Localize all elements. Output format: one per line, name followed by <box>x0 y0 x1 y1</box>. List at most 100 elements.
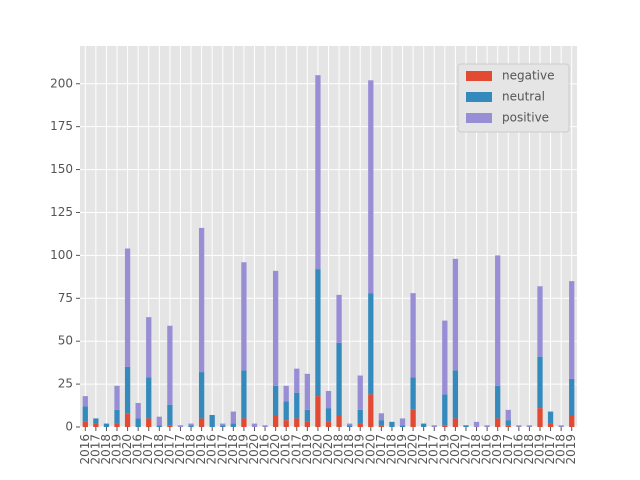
x-tick-label: 2018 <box>99 434 113 465</box>
bar-segment <box>93 423 99 427</box>
x-tick-label: 2017 <box>427 434 441 465</box>
bar-segment <box>209 414 215 427</box>
bar-segment <box>103 423 110 427</box>
bar-segment <box>188 425 194 427</box>
x-tick-label: 2019 <box>110 434 124 465</box>
bar-segment <box>558 425 564 427</box>
legend-swatch <box>466 71 492 81</box>
x-tick-label: 2019 <box>437 434 451 465</box>
x-tick-label: 2017 <box>88 434 102 465</box>
x-tick-label: 2016 <box>258 434 272 465</box>
bar-segment <box>537 286 543 357</box>
bar-segment <box>368 293 374 395</box>
bar-segment <box>495 418 501 427</box>
bar-segment <box>336 294 342 343</box>
y-tick-label: 0 <box>65 420 73 434</box>
bar-segment <box>198 418 205 427</box>
bar-segment <box>431 425 437 427</box>
bar-segment <box>124 248 131 367</box>
y-tick-label: 50 <box>58 334 73 348</box>
bar-segment <box>315 269 321 397</box>
bar-segment <box>135 418 141 427</box>
bar-segment <box>336 342 342 415</box>
bar-segment <box>569 281 575 379</box>
bar-segment <box>315 396 321 427</box>
bar-segment <box>473 421 480 427</box>
bar-segment <box>93 418 99 424</box>
x-tick-label: 2020 <box>321 434 335 465</box>
bar-segment <box>262 425 268 427</box>
bar-segment <box>484 425 490 427</box>
bar-segment <box>124 366 131 414</box>
bar-segment <box>272 385 279 415</box>
bar-segment <box>537 356 543 409</box>
bar-segment <box>167 325 173 405</box>
x-tick-label: 2018 <box>332 434 346 465</box>
bar-segment <box>146 317 152 378</box>
x-tick-label: 2017 <box>215 434 229 465</box>
bar-segment <box>516 425 522 427</box>
x-tick-label: 2019 <box>236 434 250 465</box>
bar-segment <box>368 394 374 427</box>
bar-segment <box>452 370 459 419</box>
bar-segment <box>283 401 289 421</box>
bar-segment <box>220 425 226 427</box>
bar-segment <box>124 413 131 427</box>
bar-segment <box>198 372 205 419</box>
x-tick-label: 2018 <box>226 434 240 465</box>
bar-segment <box>220 423 226 426</box>
bar-segment <box>167 425 173 427</box>
bar-segment <box>410 409 416 427</box>
bar-segment <box>569 414 575 427</box>
bar-segment <box>442 425 448 427</box>
bar-segment <box>378 413 385 421</box>
y-tick-label: 150 <box>50 162 73 176</box>
bar-segment <box>452 258 459 371</box>
bar-segment <box>114 423 120 427</box>
bar-segment <box>198 227 205 373</box>
x-tick-label: 2018 <box>184 434 198 465</box>
bar-segment <box>569 378 575 415</box>
bar-segment <box>294 418 300 427</box>
bar-segment <box>283 420 289 427</box>
bar-segment <box>399 418 406 426</box>
bar-segment <box>82 421 88 427</box>
bar-segment <box>304 373 310 410</box>
bar-segment <box>156 416 162 426</box>
bar-segment <box>547 411 554 424</box>
bar-segment <box>251 423 258 427</box>
bar-segment <box>188 423 194 426</box>
x-tick-label: 2020 <box>247 434 261 465</box>
x-tick-label: 2017 <box>458 434 472 465</box>
bar-segment <box>526 425 533 427</box>
bar-segment <box>410 377 416 410</box>
x-tick-label: 2017 <box>416 434 430 465</box>
bar-segment <box>167 404 173 426</box>
x-tick-label: 2016 <box>205 434 219 465</box>
bar-segment <box>505 409 511 421</box>
bar-segment <box>146 418 152 427</box>
bar-segment <box>146 377 152 419</box>
x-tick-label: 2020 <box>363 434 377 465</box>
bar-segment <box>325 421 332 427</box>
legend-swatch <box>466 113 492 123</box>
y-tick-label: 125 <box>50 205 73 219</box>
bar-segment <box>357 409 363 424</box>
x-tick-label: 2019 <box>532 434 546 465</box>
bar-segment <box>241 418 247 427</box>
x-tick-label: 2016 <box>131 434 145 465</box>
legend-label: neutral <box>502 90 545 104</box>
bar-segment <box>272 270 279 386</box>
x-tick-label: 2017 <box>173 434 187 465</box>
y-tick-label: 175 <box>50 119 73 133</box>
bar-segment <box>294 368 300 393</box>
x-tick-label: 2019 <box>353 434 367 465</box>
y-tick-label: 25 <box>58 377 73 391</box>
bar-segment <box>325 390 332 409</box>
bar-segment <box>241 370 247 419</box>
x-tick-label: 2017 <box>289 434 303 465</box>
bar-segment <box>230 411 236 424</box>
bar-segment <box>399 425 406 427</box>
legend-swatch <box>466 92 492 102</box>
x-tick-label: 2020 <box>406 434 420 465</box>
